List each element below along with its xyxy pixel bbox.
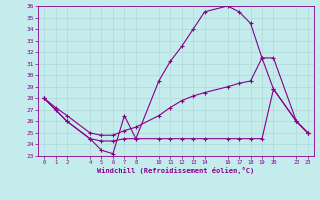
X-axis label: Windchill (Refroidissement éolien,°C): Windchill (Refroidissement éolien,°C) bbox=[97, 167, 255, 174]
